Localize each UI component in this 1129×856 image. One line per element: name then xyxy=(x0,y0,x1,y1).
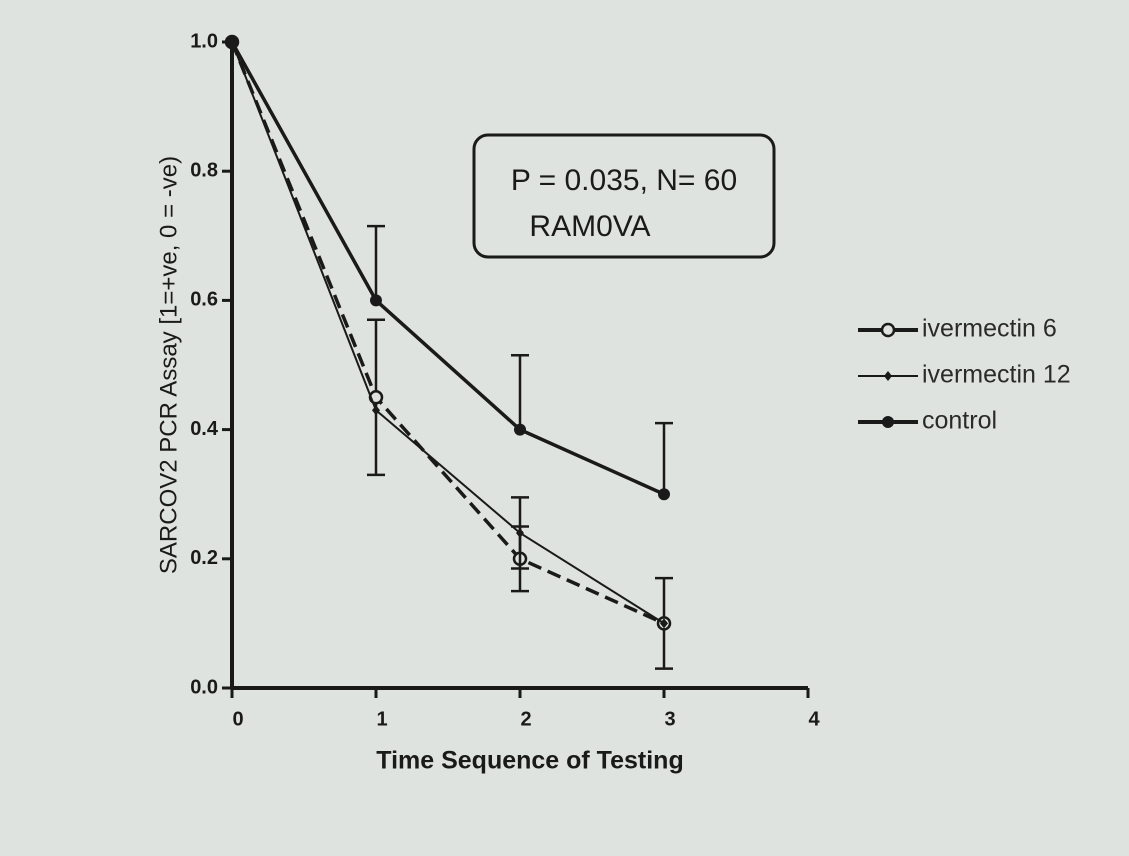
error-bar xyxy=(655,421,673,495)
marker xyxy=(660,618,668,629)
marker xyxy=(226,36,238,48)
marker xyxy=(370,294,382,307)
y-tick-label: 0.0 xyxy=(190,676,218,698)
y-axis-title: SARCOV2 PCR Assay [1=+ve, 0 = -ve) xyxy=(155,156,182,574)
marker xyxy=(372,405,380,416)
legend-marker xyxy=(884,371,892,381)
annotation-box xyxy=(472,133,776,259)
y-tick-label: 0.8 xyxy=(190,159,218,181)
marker xyxy=(514,423,526,436)
legend-label: ivermectin 12 xyxy=(922,361,1071,389)
series-line xyxy=(231,41,665,625)
x-tick-label: 1 xyxy=(376,708,387,730)
y-tick-label: 0.6 xyxy=(190,289,218,311)
legend-marker xyxy=(882,416,894,428)
marker xyxy=(516,527,524,538)
x-tick-label: 2 xyxy=(520,708,531,730)
annotation-line: RAM0VA xyxy=(529,210,650,243)
error-bar xyxy=(367,224,385,301)
annotation-line: P = 0.035, N= 60 xyxy=(511,164,737,197)
x-tick-label: 3 xyxy=(664,708,675,730)
y-tick-label: 0.4 xyxy=(190,418,219,440)
y-tick-label: 0.2 xyxy=(190,547,218,569)
legend-marker xyxy=(880,322,896,338)
x-axis-title: Time Sequence of Testing xyxy=(376,747,683,775)
y-tick-label: 1.0 xyxy=(190,30,218,52)
series-line xyxy=(230,41,665,496)
x-tick-label: 4 xyxy=(808,708,820,730)
x-tick-label: 0 xyxy=(232,708,243,730)
error-bar xyxy=(511,354,529,430)
legend-label: ivermectin 6 xyxy=(922,315,1057,343)
legend-label: control xyxy=(922,407,997,435)
marker xyxy=(658,488,670,501)
series-line xyxy=(230,41,665,625)
